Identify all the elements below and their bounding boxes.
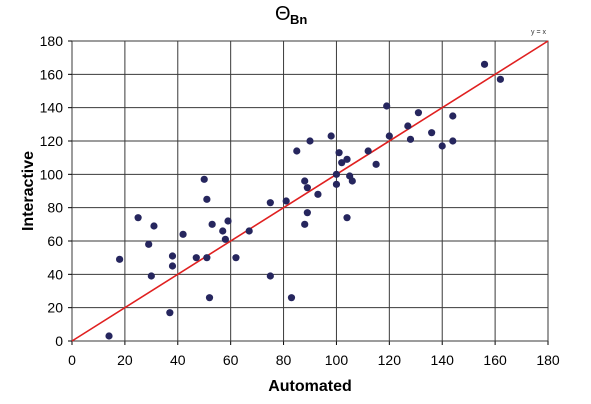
- x-tick-label: 0: [68, 352, 76, 368]
- data-point: [496, 75, 504, 83]
- data-point: [343, 214, 351, 222]
- x-tick-label: 120: [378, 352, 402, 368]
- data-point: [266, 199, 274, 207]
- x-tick-label: 20: [117, 352, 133, 368]
- data-point: [287, 294, 296, 302]
- data-point: [338, 159, 346, 167]
- y-tick-label: 20: [47, 300, 63, 316]
- x-tick-label: 40: [170, 352, 186, 368]
- chart-title: Θ: [275, 3, 291, 25]
- data-point: [449, 137, 457, 145]
- data-point: [203, 254, 211, 262]
- data-point: [480, 60, 489, 68]
- data-point: [205, 294, 214, 302]
- data-point: [428, 129, 436, 137]
- x-tick-label: 100: [325, 352, 349, 368]
- y-tick-label: 180: [40, 33, 64, 49]
- data-point: [293, 147, 301, 155]
- y-tick-label: 100: [40, 166, 64, 182]
- data-point: [383, 102, 391, 110]
- data-point: [166, 309, 174, 317]
- y-tick-label: 60: [47, 233, 63, 249]
- data-point: [327, 132, 335, 140]
- data-point: [332, 180, 341, 188]
- data-point: [332, 170, 341, 178]
- data-point: [105, 332, 113, 340]
- data-point: [438, 142, 446, 150]
- data-point: [147, 272, 155, 280]
- data-point: [404, 122, 412, 130]
- chart-title-subscript: Bn: [290, 12, 307, 27]
- data-point: [303, 184, 311, 192]
- data-point: [406, 135, 415, 143]
- data-point: [203, 195, 211, 203]
- data-point: [232, 254, 240, 262]
- data-point: [145, 240, 153, 248]
- x-tick-label: 80: [276, 352, 292, 368]
- x-tick-label: 160: [483, 352, 507, 368]
- data-point: [306, 137, 314, 145]
- x-tick-label: 60: [223, 352, 239, 368]
- data-point: [266, 272, 274, 280]
- data-point: [224, 217, 232, 225]
- data-point: [414, 109, 423, 117]
- data-point: [168, 262, 177, 270]
- data-point: [192, 254, 200, 262]
- data-point: [134, 214, 142, 222]
- data-point: [221, 235, 229, 243]
- data-point: [150, 222, 158, 230]
- data-point: [303, 209, 311, 217]
- data-point: [200, 175, 208, 183]
- y-axis-label: Interactive: [20, 151, 37, 231]
- data-point: [245, 227, 253, 235]
- y-tick-label: 160: [40, 66, 64, 82]
- tick-labels: 0 20 40 60 80 100 120 140 160 180 0 20 40 60 80 100 120 1…: [40, 33, 560, 368]
- x-tick-label: 140: [431, 352, 455, 368]
- x-tick-label: 180: [536, 352, 560, 368]
- y-tick-label: 40: [47, 266, 63, 282]
- data-point: [449, 112, 457, 120]
- data-point: [348, 177, 356, 185]
- data-point: [335, 149, 343, 157]
- data-point: [168, 252, 177, 260]
- data-point: [116, 255, 124, 263]
- y-tick-label: 120: [40, 133, 64, 149]
- data-point: [179, 230, 187, 238]
- data-point: [208, 220, 216, 228]
- data-points: [105, 60, 504, 340]
- reference-line-label: y = x: [531, 29, 546, 36]
- y-tick-label: 0: [55, 333, 63, 349]
- data-point: [314, 190, 322, 198]
- grid: [68, 40, 549, 345]
- data-point: [301, 177, 309, 185]
- data-point: [301, 220, 309, 228]
- data-point: [364, 147, 372, 155]
- data-point: [219, 227, 227, 235]
- y-tick-label: 140: [40, 100, 64, 116]
- data-point: [385, 132, 393, 140]
- reference-line: [71, 40, 549, 342]
- data-point: [372, 160, 380, 168]
- data-point: [343, 155, 351, 163]
- y-tick-label: 80: [47, 200, 63, 216]
- data-point: [282, 197, 290, 205]
- x-axis-label: Automated: [268, 378, 352, 395]
